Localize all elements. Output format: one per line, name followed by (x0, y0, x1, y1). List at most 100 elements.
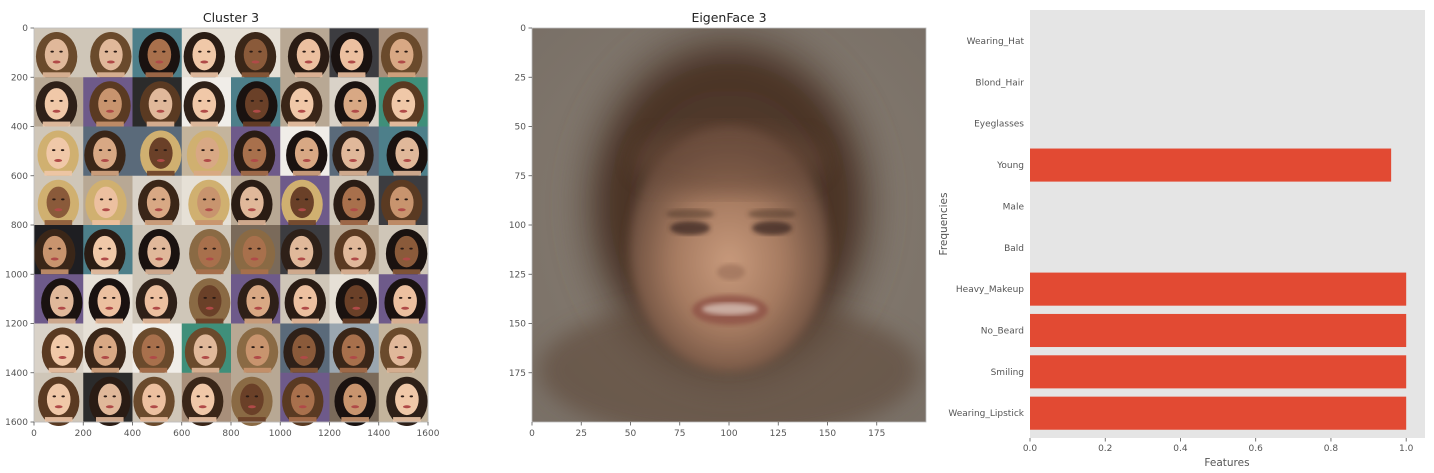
face-thumbnail (329, 274, 380, 328)
category-label: Smiling (991, 368, 1024, 378)
cluster-x-tick-label: 600 (173, 429, 190, 439)
face-thumbnail (231, 372, 281, 426)
face-thumbnail (83, 77, 133, 131)
face-thumbnail (34, 225, 84, 279)
face-thumbnail (329, 126, 380, 180)
face-thumbnail (378, 126, 429, 180)
category-label: Bald (1004, 244, 1024, 254)
face-thumbnail (83, 126, 133, 180)
face-thumbnail (378, 274, 429, 328)
face-thumbnail (34, 126, 84, 180)
category-label: Blond_Hair (975, 78, 1024, 88)
value-tick-label: 0.6 (1249, 444, 1264, 454)
cluster-y-tick-label: 1000 (5, 270, 28, 280)
eigenface-y-tick-label: 50 (515, 123, 527, 133)
face-thumbnail (378, 225, 429, 279)
eigenface-y-tick-label: 175 (509, 369, 526, 379)
bar-heavy-makeup (1030, 272, 1407, 306)
eigenface-x-tick-label: 0 (529, 429, 535, 439)
eigenface-x-tick-label: 100 (720, 429, 737, 439)
face-thumbnail (231, 175, 281, 229)
eigenface-x-tick-label: 75 (674, 429, 685, 439)
face-thumbnail (280, 28, 330, 82)
cluster-x-tick-label: 1400 (367, 429, 390, 439)
face-thumbnail (231, 323, 281, 377)
cluster-title: Cluster 3 (203, 10, 259, 25)
face-thumbnail (181, 77, 232, 131)
eigenface-x-tick-label: 25 (576, 429, 587, 439)
eigenface-image (532, 28, 926, 422)
bar-series (1030, 148, 1407, 430)
face-thumbnail (329, 77, 380, 131)
cluster-x-tick-label: 200 (75, 429, 92, 439)
category-label: Eyeglasses (974, 120, 1024, 130)
face-thumbnail (83, 175, 133, 229)
cluster-x-tick-label: 0 (31, 429, 37, 439)
cluster-y-tick-label: 1200 (5, 320, 28, 330)
face-thumbnail (280, 77, 330, 131)
eigenface-x-tick-label: 125 (770, 429, 787, 439)
y-axis-label: Frequencies (938, 193, 950, 256)
face-thumbnail (34, 175, 84, 229)
eigenface-y-tick-label: 0 (520, 24, 526, 34)
face-grid (34, 28, 429, 426)
cluster-y-tick-label: 0 (22, 24, 28, 34)
cluster-panel: Cluster 3 0 200 400 600 800 1000 1200 1400 1600 … (5, 10, 440, 439)
face-thumbnail (378, 175, 429, 229)
eigenface-x-tick-label: 150 (819, 429, 836, 439)
face-thumbnail (280, 323, 330, 377)
category-label: Wearing_Lipstick (948, 409, 1024, 419)
face-thumbnail (83, 323, 133, 377)
face-thumbnail (181, 175, 232, 229)
face-thumbnail (83, 274, 133, 328)
eigenface-x-tick-label: 50 (625, 429, 637, 439)
cluster-x-tick-label: 1000 (269, 429, 292, 439)
face-thumbnail (231, 77, 281, 131)
face-thumbnail (132, 323, 183, 377)
face-thumbnail (329, 175, 380, 229)
cluster-y-tick-label: 200 (11, 73, 28, 83)
value-tick-label: 0.4 (1173, 444, 1188, 454)
face-thumbnail (83, 372, 133, 426)
face-thumbnail (378, 323, 429, 377)
face-thumbnail (280, 126, 330, 180)
category-label: Heavy_Makeup (956, 285, 1024, 295)
category-label: Male (1003, 202, 1025, 212)
face-thumbnail (181, 274, 232, 328)
face-thumbnail (329, 28, 380, 82)
bar-value-axis: 0.0 0.2 0.4 0.6 0.8 1.0 (1023, 438, 1414, 454)
eigenface-x-tick-label: 175 (868, 429, 885, 439)
face-thumbnail (329, 225, 380, 279)
face-thumbnail (34, 28, 84, 82)
face-thumbnail (83, 28, 133, 82)
eigenface-y-tick-label: 150 (509, 320, 526, 330)
face-thumbnail (83, 225, 133, 279)
face-thumbnail (132, 77, 183, 131)
cluster-x-tick-label: 800 (222, 429, 239, 439)
face-thumbnail (132, 175, 183, 229)
face-thumbnail (132, 372, 183, 426)
face-thumbnail (231, 28, 281, 82)
face-thumbnail (280, 175, 330, 229)
bar-no-beard (1030, 313, 1407, 348)
eigenface-x-axis: 0 25 50 75 100 125 150 175 (529, 422, 885, 439)
cluster-y-tick-label: 600 (11, 172, 28, 182)
face-thumbnail (181, 323, 232, 377)
eigenface-y-tick-label: 100 (509, 221, 526, 231)
face-thumbnail (132, 126, 183, 180)
eigenface-panel: EigenFace 3 0 25 50 75 100 125 150 175 0 25 50 75 1… (509, 10, 927, 439)
value-tick-label: 0.2 (1098, 444, 1112, 454)
face-thumbnail (181, 372, 232, 426)
eigenface-title: EigenFace 3 (691, 10, 766, 25)
eigenface-y-tick-label: 125 (509, 270, 526, 280)
cluster-x-axis: 0 200 400 600 800 1000 1200 1400 1600 (31, 422, 440, 439)
cluster-y-axis: 0 200 400 600 800 1000 1200 1400 1600 (5, 24, 34, 428)
face-thumbnail (378, 372, 429, 426)
face-thumbnail (132, 28, 183, 82)
face-thumbnail (231, 274, 281, 328)
cluster-x-tick-label: 400 (124, 429, 141, 439)
bar-young (1030, 148, 1392, 182)
cluster-y-tick-label: 400 (11, 123, 28, 133)
face-thumbnail (34, 323, 84, 377)
face-thumbnail (378, 77, 429, 131)
